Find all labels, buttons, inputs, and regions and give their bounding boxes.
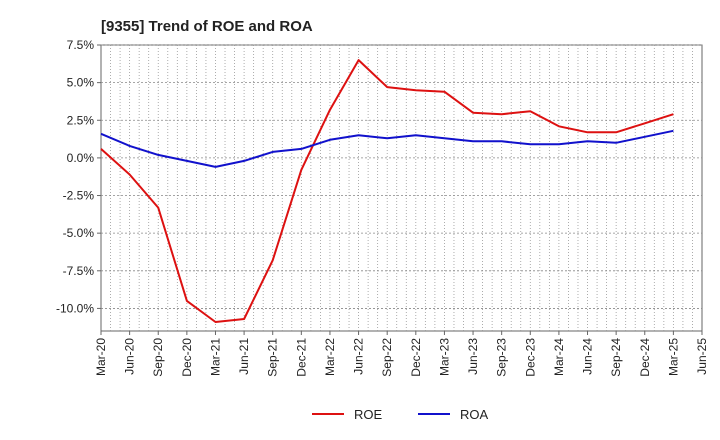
x-tick-label: Jun-24 (581, 338, 595, 375)
x-tick-label: Sep-24 (609, 338, 623, 377)
y-tick-label: 0.0% (67, 151, 95, 165)
series-line-roa (100, 129, 674, 168)
x-tick-label: Mar-25 (666, 338, 680, 376)
x-tick-label: Mar-22 (323, 338, 337, 376)
y-tick-label: -5.0% (63, 226, 95, 240)
x-tick-label: Sep-20 (151, 338, 165, 377)
x-tick-label: Mar-24 (552, 338, 566, 376)
series-line-roe (100, 59, 674, 323)
x-tick-label: Jun-25 (695, 338, 709, 375)
y-tick-label: -10.0% (56, 301, 94, 315)
x-tick-label: Sep-23 (495, 338, 509, 377)
y-tick-label: 5.0% (67, 76, 95, 90)
legend-label-roa: ROA (460, 407, 489, 422)
x-tick-label: Mar-21 (208, 338, 222, 376)
legend: ROE ROA (312, 407, 489, 422)
x-tick-label: Jun-20 (123, 338, 137, 375)
x-tick-label: Sep-21 (266, 338, 280, 377)
grid-layer (100, 44, 703, 332)
x-tick-label: Mar-20 (94, 338, 108, 376)
x-tick-label: Jun-21 (237, 338, 251, 375)
y-tick-label: -2.5% (63, 189, 95, 203)
x-tick-label: Jun-23 (466, 338, 480, 375)
x-tick-label: Sep-22 (380, 338, 394, 377)
x-tick-label: Mar-23 (437, 338, 451, 376)
x-tick-label: Dec-24 (638, 338, 652, 377)
chart-title: [9355] Trend of ROE and ROA (101, 18, 313, 35)
y-tick-label: 2.5% (67, 113, 95, 127)
plot-frame (100, 44, 703, 332)
x-tick-label: Dec-23 (523, 338, 537, 377)
legend-label-roe: ROE (354, 407, 383, 422)
x-tick-label: Dec-20 (180, 338, 194, 377)
x-tick-label: Dec-21 (294, 338, 308, 377)
x-tick-label: Jun-22 (352, 338, 366, 375)
x-tick-label: Dec-22 (409, 338, 423, 377)
axis-layer: 7.5% 5.0% 2.5% 0.0% -2.5% -5.0% -7.5% -10.0% Mar… (56, 38, 709, 377)
series-layer (100, 59, 674, 323)
y-tick-label: 7.5% (67, 38, 95, 52)
y-tick-label: -7.5% (63, 264, 95, 278)
